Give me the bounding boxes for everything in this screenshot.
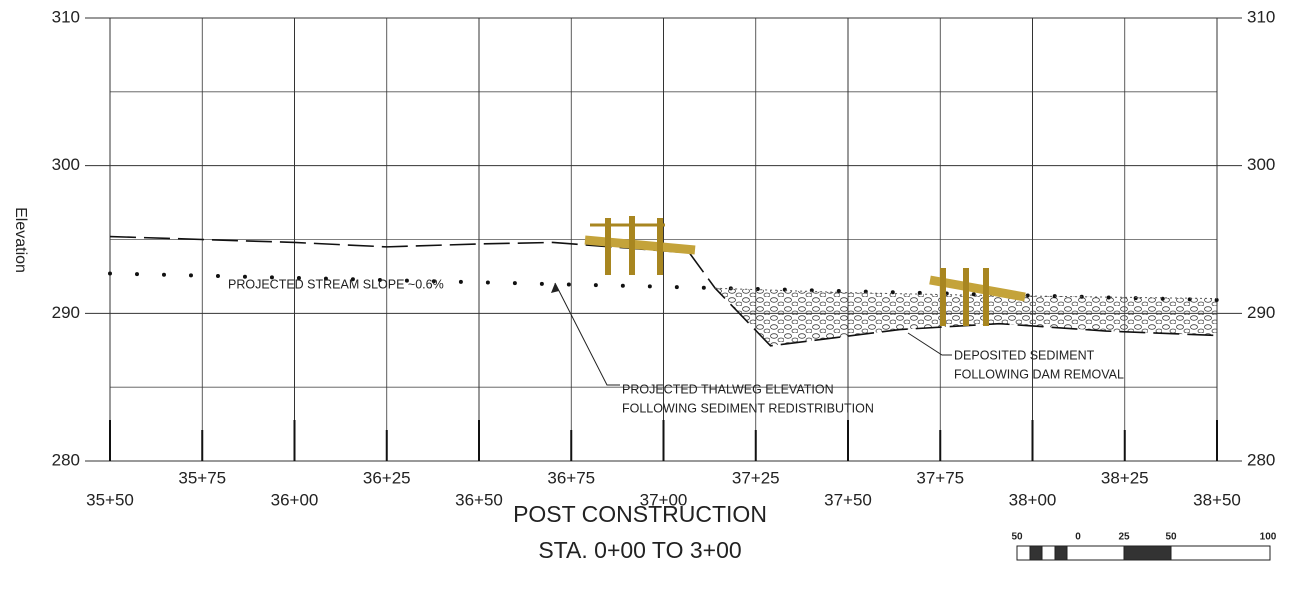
x-tick-label: 37+75: [916, 468, 964, 487]
x-tick-label: 36+00: [271, 490, 319, 509]
scale-bar: [1017, 546, 1270, 560]
x-tick-label: 38+00: [1009, 490, 1057, 509]
annotation: DEPOSITED SEDIMENT: [954, 348, 1095, 362]
x-tick-label: 35+50: [86, 490, 134, 509]
x-tick-label: 36+25: [363, 468, 411, 487]
x-tick-label: 38+25: [1101, 468, 1149, 487]
x-tick-label: 35+75: [178, 468, 226, 487]
scale-label: 25: [1118, 532, 1130, 543]
scale-label: 100: [1260, 532, 1277, 543]
scale-label: 50: [1165, 532, 1177, 543]
y2-tick-label: 280: [1247, 450, 1275, 469]
x-tick-label: 38+50: [1193, 490, 1241, 509]
annotation: FOLLOWING DAM REMOVAL: [954, 367, 1124, 381]
chart-subtitle: STA. 0+00 TO 3+00: [538, 537, 741, 563]
scale-label: 0: [1075, 532, 1081, 543]
chart: PROJECTED STREAM SLOPE ~0.6% PROJECTED T…: [0, 0, 1306, 588]
y2-tick-label: 300: [1247, 155, 1275, 174]
x-tick-label: 37+50: [824, 490, 872, 509]
y2-tick-label: 310: [1247, 7, 1275, 26]
scale-label: 50: [1011, 532, 1023, 543]
y-tick-label: 310: [52, 7, 80, 26]
y-tick-label: 300: [52, 155, 80, 174]
y-tick-label: 280: [52, 450, 80, 469]
annotation: PROJECTED THALWEG ELEVATION: [622, 382, 834, 396]
annotation: PROJECTED STREAM SLOPE ~0.6%: [228, 277, 444, 291]
y2-tick-label: 290: [1247, 303, 1275, 322]
y-tick-label: 290: [52, 303, 80, 322]
x-tick-label: 36+50: [455, 490, 503, 509]
x-tick-label: 37+25: [732, 468, 780, 487]
x-tick-label: 36+75: [547, 468, 595, 487]
x-tick-label: 37+00: [640, 490, 688, 509]
annotation: FOLLOWING SEDIMENT REDISTRIBUTION: [622, 401, 874, 415]
y-axis-label: Elevation: [12, 207, 29, 273]
